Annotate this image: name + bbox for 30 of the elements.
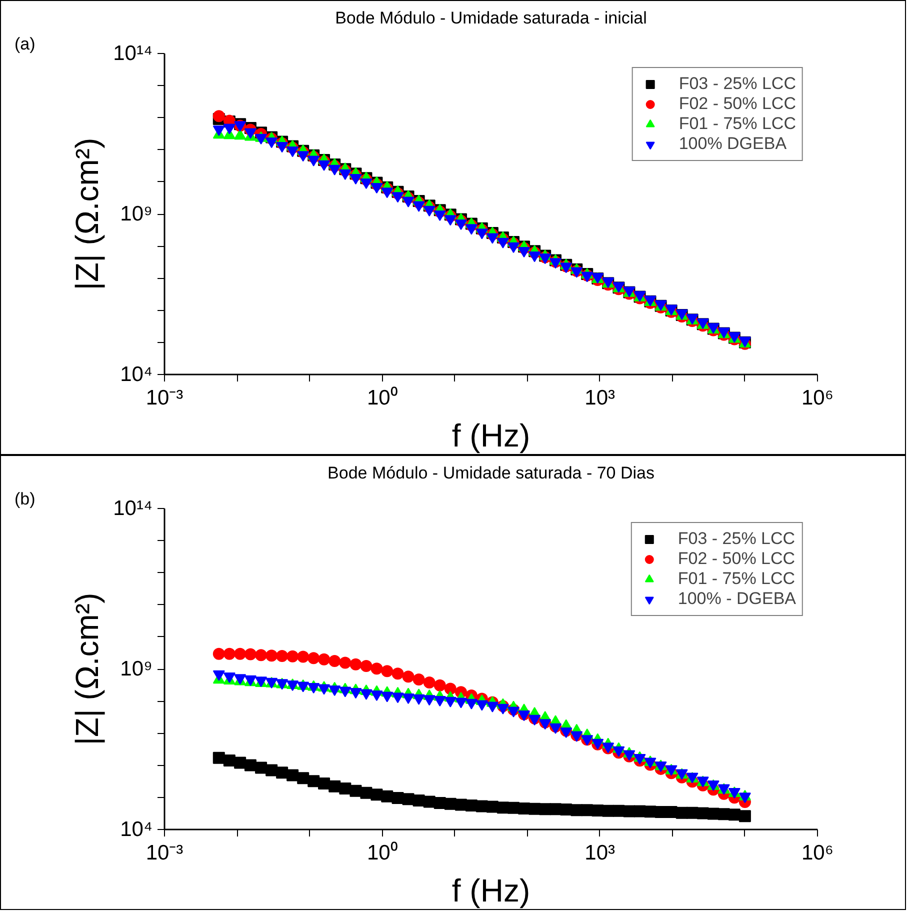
y-tick-label: 10⁴ xyxy=(120,818,153,841)
y-tick-label: 10⁴ xyxy=(120,363,153,386)
y-axis-title: |Z| (Ω.cm²) xyxy=(69,138,106,290)
x-tick-label: 10⁰ xyxy=(366,842,398,864)
y-tick-label: 10⁹ xyxy=(120,202,153,226)
y-tick-label: 10¹⁴ xyxy=(113,497,152,520)
legend-label: F01 - 75% LCC xyxy=(678,569,796,589)
legend-label: F02 - 50% LCC xyxy=(678,549,796,569)
x-axis-title: f (Hz) xyxy=(452,872,530,908)
x-tick-label: 10³ xyxy=(584,842,616,864)
legend-label: F03 - 25% LCC xyxy=(678,74,796,94)
legend-label: 100% - DGEBA xyxy=(678,589,796,609)
x-tick-label: 10⁶ xyxy=(802,842,834,864)
x-tick-label: 10³ xyxy=(584,386,616,410)
x-tick-label: 10⁶ xyxy=(802,386,834,410)
y-tick-label: 10¹⁴ xyxy=(113,42,152,65)
legend-label: F01 - 75% LCC xyxy=(678,114,796,134)
y-axis-title: |Z| (Ω.cm²) xyxy=(69,592,106,746)
legend-label: F02 - 50% LCC xyxy=(678,94,796,114)
x-tick-label: 10⁻³ xyxy=(146,842,184,864)
text: (b) xyxy=(14,490,36,508)
text: (a) xyxy=(14,34,36,54)
chart-title: Bode Módulo - Umidade saturada - inicial xyxy=(335,8,647,28)
x-axis-title: f (Hz) xyxy=(452,418,530,454)
legend-label: 100% DGEBA xyxy=(678,134,787,154)
y-tick-label: 10⁹ xyxy=(120,658,153,680)
x-tick-label: 10⁻³ xyxy=(146,386,184,410)
chart-title: Bode Módulo - Umidade saturada - 70 Dias xyxy=(328,464,654,482)
x-tick-label: 10⁰ xyxy=(366,386,398,410)
legend-label: F03 - 25% LCC xyxy=(678,529,796,549)
